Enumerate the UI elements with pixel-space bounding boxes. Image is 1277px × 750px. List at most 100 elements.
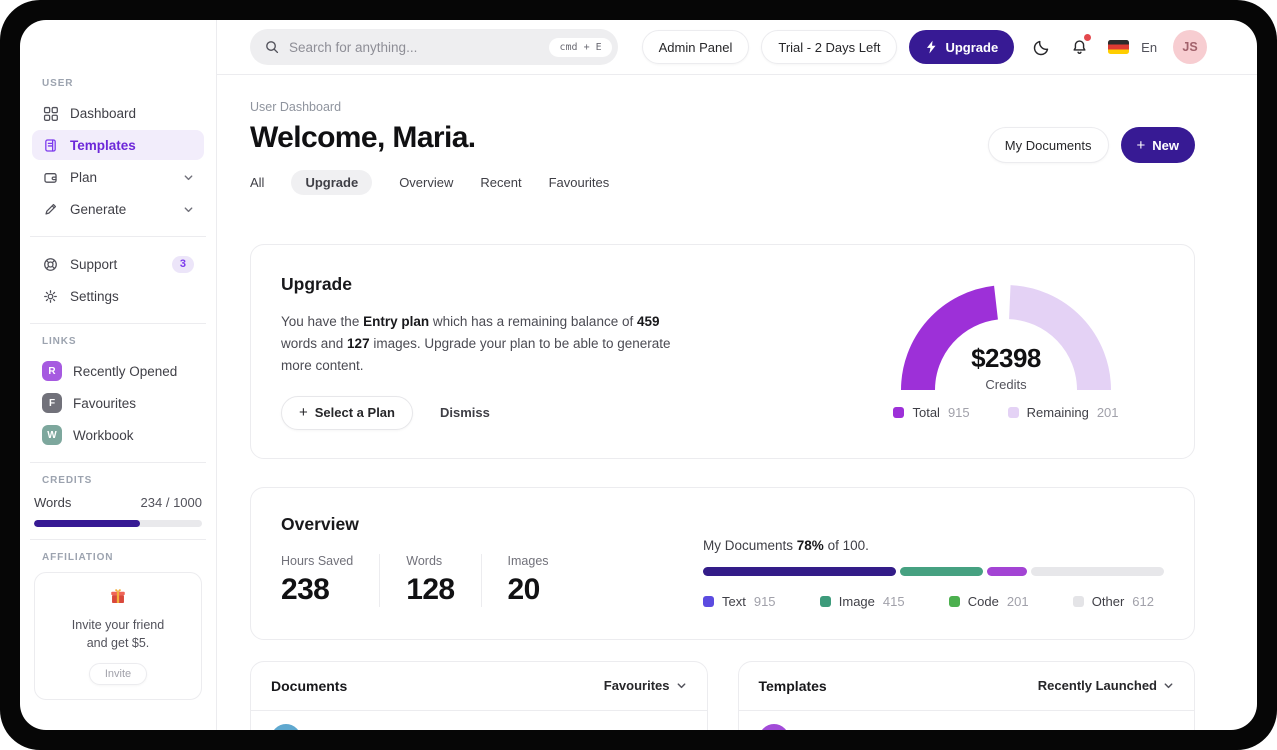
sidebar-link-recently-opened[interactable]: R Recently Opened [32,356,204,386]
upgrade-card: Upgrade You have the Entry plan which ha… [250,244,1195,459]
templates-card-title: Templates [758,677,827,694]
page-head: User Dashboard Welcome, Maria. All Upgra… [250,75,1195,195]
tab-overview[interactable]: Overview [399,175,454,190]
bar-segment-image [900,566,984,576]
select-plan-button[interactable]: + Select a Plan [281,395,413,430]
affiliation-text: Invite your friend and get $5. [71,618,165,651]
legend-swatch [893,407,905,418]
templates-filter-dropdown[interactable]: Recently Launched [1038,678,1174,693]
documents-progress-label: My Documents 78% of 100. [703,537,869,553]
topbar: cmd + E Admin Panel Trial - 2 Days Left … [217,20,1257,75]
template-avatar [758,723,789,730]
gauge-arc-remaining [1008,285,1111,391]
legend-item-total: Total 915 [893,405,970,420]
sidebar-item-dashboard[interactable]: Dashboard [32,98,204,128]
sidebar-item-templates[interactable]: Templates [32,130,204,160]
documents-card-header: Documents Favourites [251,662,707,711]
credits-progress-fill [34,520,140,527]
main-content: User Dashboard Welcome, Maria. All Upgra… [217,75,1257,730]
dark-mode-toggle[interactable] [1030,36,1052,58]
plus-icon: + [1136,136,1146,154]
credits-gauge-panel: $2398 Credits Total 915 Remaining [848,274,1164,430]
trial-badge[interactable]: Trial - 2 Days Left [761,30,898,64]
sidebar-link-favourites[interactable]: F Favourites [32,388,204,418]
gauge-amount: $2398 [971,343,1041,373]
support-count-badge: 3 [171,255,194,273]
sidebar-section-affiliation: AFFILIATION [42,552,114,563]
upgrade-button[interactable]: Upgrade [909,30,1015,64]
templates-icon [45,138,56,152]
language-label[interactable]: En [1141,39,1158,55]
affiliation-card: Invite your friend and get $5. Invite [34,572,202,701]
germany-flag-icon[interactable] [1108,40,1130,54]
documents-filter-dropdown[interactable]: Favourites [604,678,687,693]
legend-item-other: Other 612 [1072,594,1154,609]
link-initial-badge: F [42,393,62,413]
gauge-legend: Total 915 Remaining 201 [893,405,1119,420]
user-avatar[interactable]: JS [1173,30,1208,64]
tab-upgrade[interactable]: Upgrade [291,170,373,195]
legend-swatch [1072,595,1084,607]
upgrade-card-text: Upgrade You have the Entry plan which ha… [281,274,848,430]
pencil-icon [45,203,57,215]
upgrade-button-label: Upgrade [945,39,999,55]
lightning-bolt-icon [927,40,936,54]
overview-card-title: Overview [281,513,359,534]
bar-segment-text [703,566,897,576]
plus-icon: + [299,404,308,422]
upgrade-card-title: Upgrade [281,274,352,294]
documents-card-title: Documents [271,677,348,694]
tab-recent[interactable]: Recent [480,175,522,190]
upgrade-card-actions: + Select a Plan Dismiss [281,395,848,430]
legend-item-code: Code 201 [948,594,1029,609]
grid-icon [43,106,58,121]
stat-images: Images 20 [507,553,549,606]
breadcrumb: User Dashboard [250,100,342,114]
sidebar-item-label: Generate [70,201,127,217]
dismiss-button[interactable]: Dismiss [439,405,490,421]
tab-all[interactable]: All [250,175,265,190]
gauge-caption: Credits [985,377,1027,392]
search-bar[interactable]: cmd + E [250,29,618,65]
tab-favourites[interactable]: Favourites [548,175,610,190]
legend-item-image: Image 415 [819,594,905,609]
sidebar-divider [30,462,206,463]
overview-stats: Hours Saved 238 Words 128 Images 20 [281,553,661,607]
select-plan-label: Select a Plan [314,405,395,421]
overview-card: Overview Hours Saved 238 Words 128 Image… [250,486,1195,640]
search-input[interactable] [289,39,541,55]
notification-dot [1084,34,1092,41]
document-row[interactable]: Untitled Document in Workbook [251,711,707,730]
notifications-button[interactable] [1068,34,1092,58]
invite-button[interactable]: Invite [88,663,148,686]
legend-item-text: Text 915 [703,594,776,609]
chevron-down-icon [677,683,685,689]
bar-segment-other [1030,566,1165,576]
upgrade-card-body: You have the Entry plan which has a rema… [281,314,671,373]
new-button[interactable]: + New [1120,127,1195,163]
content-column: cmd + E Admin Panel Trial - 2 Days Left … [217,20,1257,730]
sidebar-item-settings[interactable]: Settings [32,281,204,311]
sidebar-link-label: Workbook [73,427,134,443]
templates-card-header: Templates Recently Launched [738,662,1194,711]
stacked-progress-bar [703,566,1165,576]
credits-gauge-chart: $2398 Credits [894,278,1118,392]
my-documents-button[interactable]: My Documents [987,127,1109,163]
search-icon [266,41,279,54]
page-head-actions: My Documents + New [987,127,1195,195]
credits-value: 234 / 1000 [140,495,202,510]
template-row[interactable]: Blog Post Title in Workbook [739,711,1195,730]
overview-stats-panel: Overview Hours Saved 238 Words 128 Image… [281,514,661,609]
bell-icon [1073,39,1086,54]
link-initial-badge: W [42,425,62,445]
sidebar: USER Dashboard Templates Plan Generate S… [20,20,217,730]
sidebar-item-support[interactable]: Support 3 [32,249,204,279]
documents-card: Documents Favourites Untitled Document i… [250,660,708,730]
sidebar-item-plan[interactable]: Plan [32,162,204,192]
legend-swatch [1007,407,1019,418]
sidebar-item-generate[interactable]: Generate [32,194,204,224]
admin-panel-button[interactable]: Admin Panel [641,30,750,64]
lifebuoy-icon [44,257,57,271]
sidebar-link-workbook[interactable]: W Workbook [32,420,204,450]
